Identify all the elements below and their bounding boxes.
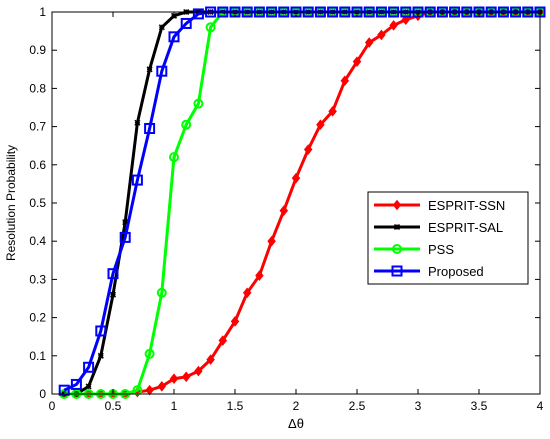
legend-label: ESPRIT-SSN (428, 198, 505, 213)
data-point (352, 56, 362, 67)
y-tick-label: 0.4 (29, 234, 46, 248)
legend: ESPRIT-SSN ESPRIT-SAL PSS Proposed (367, 191, 529, 285)
data-point (181, 371, 191, 383)
data-point (389, 20, 398, 31)
legend-entry: ESPRIT-SAL (374, 220, 503, 235)
x-tick-label: 2.5 (349, 399, 366, 413)
data-point (377, 29, 386, 41)
legend-entry: PSS (374, 242, 454, 257)
y-tick-label: 0.9 (29, 43, 46, 57)
data-point (131, 174, 143, 186)
data-point (156, 287, 167, 298)
data-point (122, 219, 129, 226)
x-tick-label: 1.5 (227, 399, 244, 413)
y-tick-label: 1 (39, 5, 46, 19)
x-tick-label: 4 (537, 399, 544, 413)
data-point (169, 152, 179, 163)
y-tick-label: 0.2 (29, 311, 46, 325)
data-point (279, 205, 289, 216)
data-point (169, 373, 179, 385)
x-tick-label: 0.5 (105, 399, 122, 413)
data-point (83, 361, 95, 373)
y-tick-label: 0.7 (29, 120, 46, 134)
data-point (242, 287, 252, 299)
x-tick-label: 3.5 (471, 399, 488, 413)
data-point (205, 22, 216, 33)
data-point (255, 270, 264, 281)
data-point (144, 123, 156, 135)
x-axis-label: Δθ (288, 416, 304, 431)
x-tick-label: 3 (415, 399, 422, 413)
y-tick-label: 0.6 (29, 158, 46, 172)
data-point (316, 119, 325, 130)
data-point (194, 365, 203, 377)
data-point (401, 14, 411, 25)
data-point (230, 316, 240, 327)
data-point (328, 106, 337, 117)
data-point (267, 235, 276, 247)
data-point (340, 75, 350, 87)
data-point (192, 8, 204, 20)
data-point (85, 383, 92, 390)
legend-label: ESPRIT-SAL (428, 220, 503, 235)
data-point (58, 384, 70, 396)
y-tick-label: 0.8 (29, 81, 46, 95)
data-point (144, 348, 155, 359)
data-point (180, 17, 192, 29)
x-tick-label: 2 (293, 399, 300, 413)
data-point (168, 31, 180, 43)
legend-label: PSS (428, 242, 454, 257)
data-point (145, 384, 154, 396)
data-point (107, 268, 119, 280)
legend-label: Proposed (428, 264, 484, 279)
y-tick-label: 0.5 (29, 196, 46, 210)
data-point (146, 66, 153, 73)
data-point (109, 291, 117, 298)
data-point (95, 325, 107, 337)
legend-marker (393, 223, 401, 231)
data-point (193, 98, 204, 109)
legend-entry: ESPRIT-SSN (374, 198, 505, 213)
data-point (119, 231, 131, 243)
x-tick-label: 1 (171, 399, 178, 413)
y-axis-label: Resolution Probability (4, 145, 18, 261)
data-point (303, 144, 313, 155)
y-tick-label: 0.1 (29, 349, 46, 363)
legend-marker (391, 265, 403, 277)
legend-marker (392, 244, 402, 254)
data-point (156, 65, 168, 77)
data-point (206, 354, 215, 365)
x-tick-label: 0 (49, 399, 56, 413)
y-tick-label: 0 (39, 387, 46, 401)
data-point (364, 37, 374, 48)
data-point (70, 378, 82, 390)
data-point (157, 381, 167, 392)
data-point (291, 172, 301, 184)
data-point (158, 24, 165, 31)
legend-entry: Proposed (374, 264, 484, 279)
data-point (134, 119, 141, 126)
legend-marker (392, 199, 402, 211)
y-tick-label: 0.3 (29, 272, 46, 286)
data-point (181, 119, 192, 130)
data-point (218, 335, 228, 346)
axes: 0 0.5 1 1.5 2 2.5 3 3.5 4 0 0.1 0.2 0.3 0.4 0.5 0.6 0.7 0… (29, 5, 543, 413)
data-point (97, 352, 104, 359)
